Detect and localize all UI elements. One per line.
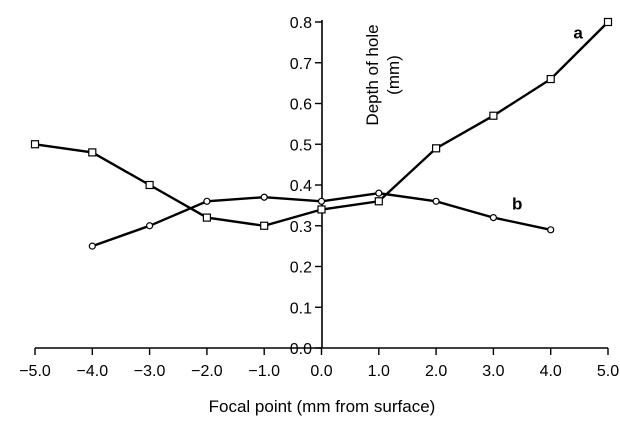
y-tick-label: 0.3 [290, 219, 312, 236]
series-b: b [88, 189, 555, 250]
x-tick-label: −3.0 [134, 363, 166, 380]
data-point [603, 17, 613, 27]
x-axis-title: Focal point (mm from surface) [209, 397, 436, 416]
y-tick-label: 0.8 [290, 15, 312, 32]
x-tick-label: 2.0 [425, 363, 447, 380]
x-tick-label: −4.0 [77, 363, 109, 380]
data-point [203, 197, 211, 205]
x-tick-label: −1.0 [248, 363, 280, 380]
series-label: a [573, 24, 583, 43]
series-a: a [30, 17, 613, 230]
x-tick-label: 5.0 [597, 363, 619, 380]
x-tick-label: −2.0 [191, 363, 223, 380]
x-tick-label: 4.0 [540, 363, 562, 380]
data-point [260, 193, 268, 201]
data-point [145, 180, 154, 190]
y-tick-label: 0.2 [290, 260, 312, 277]
y-axis-title-line: (mm) [384, 55, 403, 95]
y-axis-title-line: Depth of hole [363, 24, 382, 125]
data-point [88, 148, 97, 157]
data-point [260, 221, 269, 230]
data-point [547, 226, 555, 234]
data-point [489, 214, 497, 222]
data-point [432, 144, 441, 153]
data-point [317, 197, 326, 205]
x-tick-label: 3.0 [482, 363, 504, 380]
data-point [202, 213, 211, 222]
data-point [489, 111, 498, 120]
y-tick-label: 0.6 [290, 97, 312, 114]
y-tick-label: 0.4 [290, 178, 312, 195]
y-tick-label: 0.5 [290, 137, 312, 154]
series-layer: ab [30, 17, 613, 250]
series-label: b [512, 195, 522, 214]
y-axis-title: Depth of hole (mm) [363, 24, 403, 125]
data-point [375, 189, 383, 197]
data-point [30, 140, 40, 149]
y-tick-label: 0.7 [290, 56, 312, 73]
data-point [146, 222, 154, 230]
data-point [374, 197, 383, 206]
y-tick-label: 0.1 [290, 300, 312, 317]
data-point [546, 74, 555, 84]
data-point [88, 242, 96, 250]
data-point [432, 197, 440, 205]
x-tick-label: 1.0 [368, 363, 390, 380]
data-point [317, 205, 326, 214]
axes: −5.0 −4.0 −3.0 −2.0 −1.0 0.0 1.0 2.0 3.0 4.0 5.0 0.… [19, 15, 619, 380]
x-tick-label: −5.0 [19, 363, 51, 380]
x-tick-label: 0.0 [310, 363, 332, 380]
y-tick-label: 0.0 [290, 341, 312, 358]
